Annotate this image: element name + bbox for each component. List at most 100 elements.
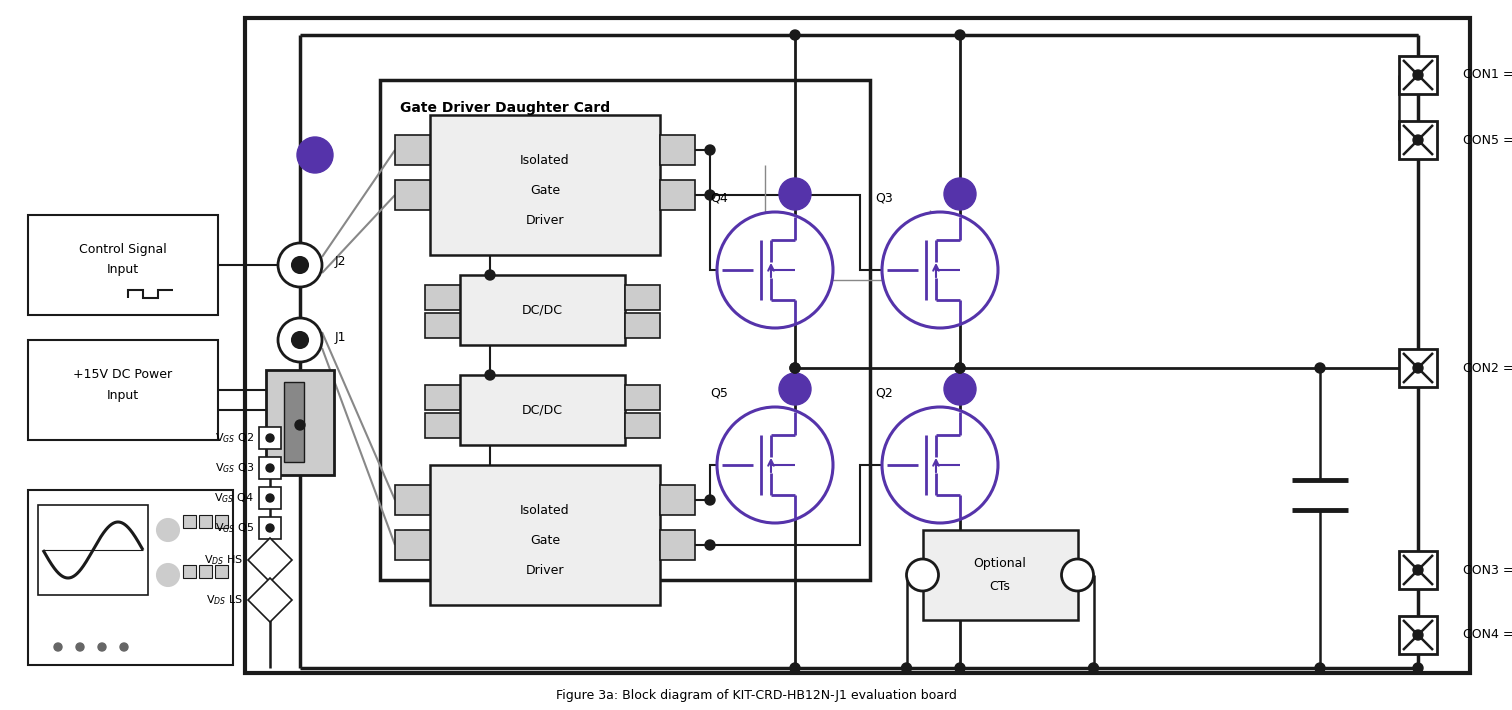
Text: Q4: Q4 xyxy=(711,192,727,204)
Text: Isolated: Isolated xyxy=(520,503,570,516)
Bar xyxy=(245,18,1470,673)
Bar xyxy=(183,515,197,528)
Bar xyxy=(425,385,460,410)
Text: V$_{GS}$ Q3: V$_{GS}$ Q3 xyxy=(215,461,254,475)
Circle shape xyxy=(1414,565,1423,575)
Circle shape xyxy=(54,643,62,651)
Text: CON5 = DC+: CON5 = DC+ xyxy=(1464,133,1512,146)
Circle shape xyxy=(1414,70,1423,80)
Polygon shape xyxy=(248,578,292,622)
Circle shape xyxy=(1414,135,1423,145)
Circle shape xyxy=(789,30,800,40)
Text: Driver: Driver xyxy=(526,564,564,577)
Bar xyxy=(29,340,218,440)
Circle shape xyxy=(292,332,308,348)
Circle shape xyxy=(956,363,965,373)
Text: Optional: Optional xyxy=(974,557,1027,569)
Circle shape xyxy=(943,178,977,210)
Bar xyxy=(200,565,212,578)
Text: Gate Driver Daughter Card: Gate Driver Daughter Card xyxy=(401,101,611,115)
Circle shape xyxy=(956,30,965,40)
Circle shape xyxy=(1315,663,1325,673)
Text: Driver: Driver xyxy=(526,214,564,226)
Text: CON4 = DC-: CON4 = DC- xyxy=(1464,628,1512,642)
Circle shape xyxy=(157,519,178,541)
Text: V$_{GS}$ Q2: V$_{GS}$ Q2 xyxy=(215,431,254,445)
Text: Input: Input xyxy=(107,263,139,276)
Text: J1: J1 xyxy=(336,330,346,344)
Text: V$_{GS}$ Q4: V$_{GS}$ Q4 xyxy=(215,491,254,505)
Bar xyxy=(284,382,304,462)
Circle shape xyxy=(789,363,800,373)
Circle shape xyxy=(485,270,494,280)
Circle shape xyxy=(1414,630,1423,640)
Text: CTs: CTs xyxy=(989,581,1010,594)
Circle shape xyxy=(717,407,833,523)
Bar xyxy=(395,485,429,515)
Bar xyxy=(183,565,197,578)
Bar xyxy=(624,285,661,310)
Text: V$_{GS}$ Q5: V$_{GS}$ Q5 xyxy=(215,521,254,535)
Bar xyxy=(395,180,429,210)
Bar xyxy=(215,565,228,578)
Circle shape xyxy=(717,212,833,328)
Text: Gate: Gate xyxy=(529,183,559,197)
Circle shape xyxy=(789,363,800,373)
Text: DC/DC: DC/DC xyxy=(522,403,562,417)
Circle shape xyxy=(266,494,274,502)
Bar xyxy=(425,285,460,310)
Text: V$_{DS}$ LS: V$_{DS}$ LS xyxy=(206,593,243,607)
Bar xyxy=(460,375,624,445)
Text: CON3 = DC-: CON3 = DC- xyxy=(1464,564,1512,577)
Bar xyxy=(425,413,460,438)
Circle shape xyxy=(1315,363,1325,373)
Circle shape xyxy=(779,178,810,210)
Bar xyxy=(661,180,696,210)
Bar xyxy=(259,457,281,479)
Text: Q2: Q2 xyxy=(875,386,892,400)
Bar xyxy=(1399,56,1436,94)
Bar xyxy=(200,515,212,528)
Circle shape xyxy=(76,643,85,651)
Circle shape xyxy=(1061,559,1093,591)
Text: V$_{DS}$ HS: V$_{DS}$ HS xyxy=(204,553,243,567)
Bar xyxy=(29,490,233,665)
Bar xyxy=(661,530,696,560)
Bar xyxy=(460,275,624,345)
Bar xyxy=(661,485,696,515)
Bar xyxy=(395,530,429,560)
Bar xyxy=(259,487,281,509)
Circle shape xyxy=(295,420,305,430)
Text: Isolated: Isolated xyxy=(520,153,570,167)
Bar xyxy=(429,465,661,605)
Circle shape xyxy=(956,363,965,373)
Text: J2: J2 xyxy=(336,256,346,268)
Circle shape xyxy=(266,434,274,442)
Bar xyxy=(1399,616,1436,654)
Text: CON2 = Switch Node: CON2 = Switch Node xyxy=(1464,361,1512,374)
Bar xyxy=(259,517,281,539)
Circle shape xyxy=(266,464,274,472)
Polygon shape xyxy=(248,538,292,582)
Circle shape xyxy=(266,524,274,532)
Bar xyxy=(29,215,218,315)
Circle shape xyxy=(98,643,106,651)
Circle shape xyxy=(789,663,800,673)
Bar xyxy=(624,313,661,338)
Circle shape xyxy=(956,663,965,673)
Text: Input: Input xyxy=(107,388,139,401)
Circle shape xyxy=(1414,363,1423,373)
Bar xyxy=(1399,551,1436,589)
Circle shape xyxy=(157,564,178,586)
Circle shape xyxy=(779,373,810,405)
Bar xyxy=(215,515,228,528)
Text: DC/DC: DC/DC xyxy=(522,303,562,317)
Circle shape xyxy=(907,559,939,591)
Text: Q3: Q3 xyxy=(875,192,892,204)
Circle shape xyxy=(705,190,715,200)
Bar xyxy=(1399,121,1436,159)
Circle shape xyxy=(881,212,998,328)
Circle shape xyxy=(1089,663,1099,673)
Bar xyxy=(266,370,334,475)
Circle shape xyxy=(1414,663,1423,673)
